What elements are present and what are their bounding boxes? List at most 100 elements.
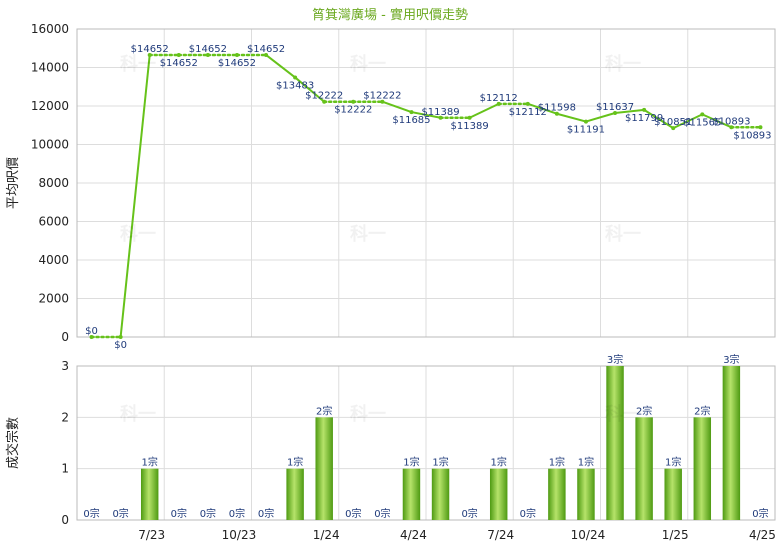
count-data-label: 2宗 [694,404,710,417]
price-point [758,125,763,130]
count-bar [286,468,304,520]
price-line-segment [585,112,616,123]
price-panel: 0 2000 4000 6000 8000 10000 12000 14000 16000 平均呎… [6,22,776,351]
price-line-segment [382,100,412,114]
price-point [467,115,472,120]
price-point [496,101,501,106]
count-y-axis-label: 成交宗數 [5,417,21,469]
x-tick-label: 1/24 [313,528,340,542]
price-line-segment [672,113,703,130]
price-line-segment [265,54,296,79]
count-bar [431,468,450,520]
count-data-label: 0宗 [83,507,99,520]
count-data-label: 0宗 [171,507,187,520]
price-line-segment [527,102,558,115]
price-y-tick-label: 2000 [38,292,69,306]
watermark: 科一 [120,53,156,75]
watermark: 科一 [350,403,386,425]
count-data-label: 1宗 [549,456,565,469]
price-y-tick-label: 14000 [31,61,69,75]
count-data-label: 0宗 [461,507,477,520]
count-data-label: 1宗 [665,456,681,469]
x-tick-label: 4/24 [400,528,427,542]
price-point [176,52,181,57]
price-point [583,119,588,124]
price-data-label: $10851 [654,117,692,128]
price-data-label: $14652 [160,58,198,69]
price-point [554,111,559,116]
count-data-label: 2宗 [636,404,652,417]
price-y-tick-label: 6000 [38,215,69,229]
count-data-label: 0宗 [752,507,768,520]
price-data-label: $11565 [683,117,721,128]
count-bar [577,468,595,520]
price-data-label: $10893 [733,130,771,141]
count-data-label: 1宗 [578,456,594,469]
count-data-label: 2宗 [316,404,332,417]
count-data-label: 1宗 [491,456,507,469]
chart-title: 筲箕灣廣場 - 實用呎價走勢 [312,7,468,23]
count-bar [489,468,508,520]
count-data-label: 1宗 [287,456,303,469]
price-y-tick-label: 8000 [38,176,69,190]
count-data-label: 0宗 [520,507,536,520]
count-bar [402,468,421,520]
price-point [205,52,210,57]
price-y-axis-label: 平均呎價 [6,157,21,209]
price-data-label: $12112 [480,93,518,104]
count-y-tick-label: 0 [61,513,69,527]
count-bar [548,468,566,520]
price-data-label: $14652 [131,44,169,55]
x-tick-label: 4/25 [749,528,776,542]
count-y-tick-label: 3 [61,359,69,373]
price-point [264,52,269,57]
price-y-tick-label: 4000 [38,253,69,267]
price-data-label: $13483 [276,80,314,91]
price-line-segment [411,111,441,119]
price-line-segment [614,108,645,114]
x-tick-label: 7/23 [138,528,165,542]
price-line-segment [294,76,325,103]
price-point [118,335,123,339]
count-bar [140,468,159,520]
count-bar [693,417,712,520]
x-tick-label: 7/24 [487,528,514,542]
price-data-label: $12222 [305,91,343,102]
count-data-label: 1宗 [142,456,158,469]
price-point [147,52,152,57]
count-data-label: 3宗 [607,353,623,366]
price-line-segment [643,109,674,129]
count-bar [635,417,653,520]
count-data-label: 3宗 [723,353,739,366]
price-data-label: $11191 [567,125,605,136]
watermark: 科一 [605,403,641,425]
count-bar [315,417,333,520]
price-y-tick-label: 0 [61,330,69,344]
count-data-label: 1宗 [403,456,419,469]
count-bar [606,366,624,520]
watermark: 科一 [350,53,386,75]
price-point [700,112,705,117]
watermark: 科一 [605,223,641,245]
price-line-segment [119,54,151,338]
price-data-label: $11685 [392,115,430,126]
price-point [322,99,327,104]
price-point [89,335,94,339]
price-point [642,107,647,112]
count-data-label: 0宗 [200,507,216,520]
price-data-label: $14652 [218,58,256,69]
x-tick-label: 10/23 [222,528,257,542]
price-y-tick-label: 16000 [31,22,69,36]
watermark: 科一 [605,53,641,75]
count-plot-frame [76,365,776,521]
price-data-label: $14652 [247,44,285,55]
price-line-segment [556,112,587,123]
watermark: 科一 [350,223,386,245]
price-point [380,99,385,104]
x-tick-label: 1/25 [662,528,689,542]
price-point [671,126,676,131]
price-data-label: $11637 [596,102,634,113]
price-line-segment [469,102,500,119]
watermark: 科一 [120,223,156,245]
